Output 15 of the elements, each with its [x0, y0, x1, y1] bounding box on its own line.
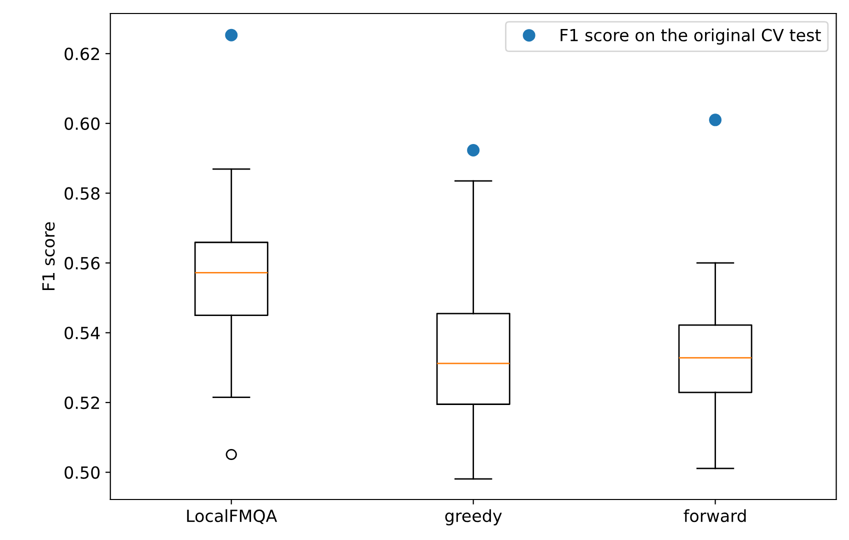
y-tick-label: 0.62 — [64, 48, 99, 60]
point — [709, 114, 722, 126]
y-tick-label: 0.58 — [64, 187, 100, 200]
x-tick-label: LocalFMQA — [187, 509, 278, 524]
y-tick-label: 0.60 — [64, 117, 100, 130]
point — [467, 144, 480, 157]
point — [225, 28, 238, 42]
x-tick-label: greedy — [445, 509, 502, 526]
x-tick-label: forward — [684, 509, 746, 522]
y-tick-label: 0.50 — [64, 466, 100, 479]
y-tick-label: 0.52 — [64, 396, 99, 410]
legend-label: F1 score on the original CV test — [560, 28, 821, 45]
y-tick-label: 0.54 — [64, 326, 100, 340]
y-axis-title: F1 score — [42, 222, 55, 290]
y-tick-label: 0.56 — [64, 256, 100, 270]
